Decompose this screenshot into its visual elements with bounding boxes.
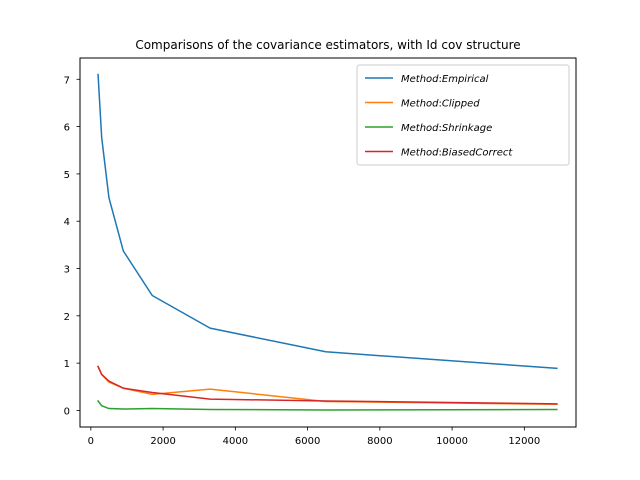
y-axis: 0 1 2 3 4 5 6 7 (64, 75, 80, 417)
legend-label: Method:Shrinkage (401, 123, 492, 134)
y-tick-label: 3 (64, 265, 70, 276)
legend: Method:Empirical Method:Clipped Method:Shr… (356, 64, 570, 166)
y-tick-label: 6 (64, 123, 70, 134)
series-line-empirical (97, 73, 558, 370)
x-tick-label: 10000 (436, 436, 468, 447)
y-tick-label: 5 (64, 170, 70, 181)
axes-frame (79, 57, 577, 428)
x-axis: 0 2000 4000 6000 8000 10000 12000 (88, 427, 540, 447)
y-tick-label: 4 (64, 217, 70, 228)
legend-label: Method:Clipped (401, 99, 480, 110)
y-tick-label: 2 (64, 312, 70, 323)
series-line-biasedcorrect (97, 365, 558, 405)
x-tick-label: 4000 (223, 436, 248, 447)
x-tick-label: 12000 (508, 436, 540, 447)
x-tick-label: 6000 (295, 436, 320, 447)
legend-label: Method:Empirical (401, 74, 489, 85)
series-line-shrinkage (97, 399, 558, 411)
legend-box (356, 64, 570, 166)
y-tick-label: 0 (64, 406, 70, 417)
legend-label: Method:BiasedCorrect (401, 148, 513, 159)
series-layer (97, 73, 558, 411)
y-tick-label: 7 (64, 75, 70, 86)
x-tick-label: 0 (88, 436, 94, 447)
y-tick-label: 1 (64, 359, 70, 370)
x-tick-label: 8000 (367, 436, 392, 447)
chart-title: Comparisons of the covariance estimators… (135, 38, 520, 52)
series-line-clipped (97, 365, 558, 406)
x-tick-label: 2000 (150, 436, 175, 447)
